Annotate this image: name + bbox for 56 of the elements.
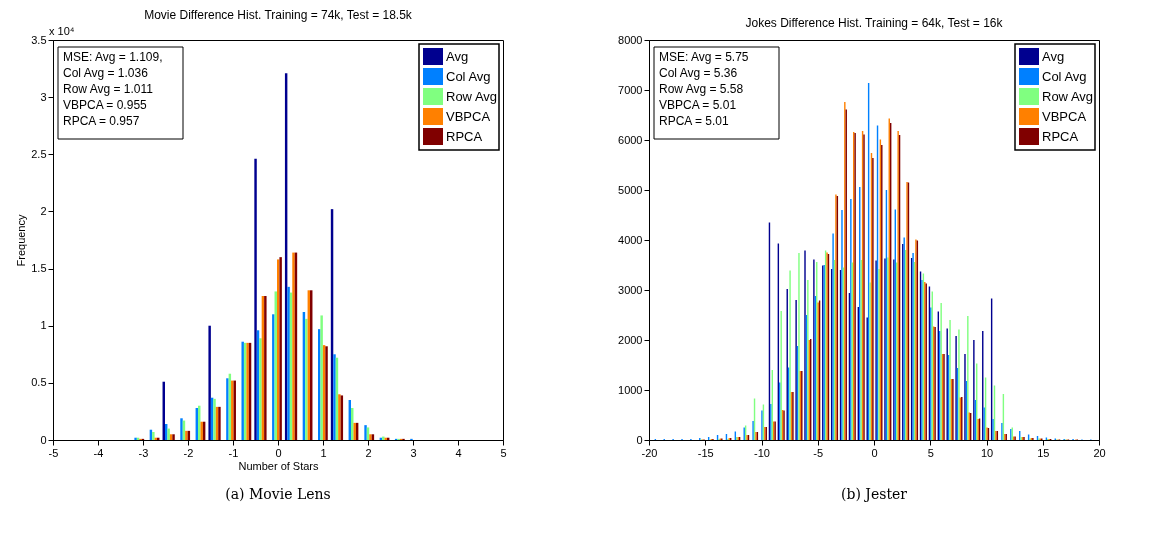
x-tick-label: -3 bbox=[138, 446, 149, 459]
x-tick-label: -5 bbox=[813, 446, 824, 459]
y-tick-label: 3000 bbox=[618, 283, 643, 296]
x-tick-label: 0 bbox=[871, 446, 878, 459]
y-tick-label: 3 bbox=[40, 90, 47, 103]
x-tick-label: 20 bbox=[1093, 446, 1106, 459]
legend-label: Avg bbox=[1042, 49, 1065, 64]
chart-title: Jokes Difference Hist. Training = 64k, Test = 16k bbox=[745, 16, 1004, 30]
y-tick-label: 1.5 bbox=[31, 262, 47, 275]
legend-label: Row Avg bbox=[1042, 89, 1094, 104]
x-tick-label: -2 bbox=[183, 446, 194, 459]
legend-label: VBPCA bbox=[1042, 109, 1087, 124]
text: (a) Movie Lens bbox=[225, 486, 331, 502]
x-tick-label: -20 bbox=[641, 446, 658, 459]
x-tick-label: -10 bbox=[754, 446, 770, 459]
x-tick-label: 1 bbox=[320, 446, 327, 459]
annotation: MSE: Avg = 5.75 Col Avg = 5.36 Row Avg = 5.58 VBPCA = 5.01 RPCA = 5.01 bbox=[659, 50, 749, 128]
x-tick-label: 5 bbox=[500, 446, 507, 459]
x-tick-label: -1 bbox=[228, 446, 239, 459]
chart-title: Movie Difference Hist. Training = 74k, Test = 18.5k bbox=[144, 8, 413, 22]
y-tick-label: 8000 bbox=[618, 33, 643, 46]
legend-label: VBPCA bbox=[446, 109, 491, 124]
y-tick-label: 2.5 bbox=[31, 147, 47, 160]
legend-label: RPCA bbox=[1042, 129, 1079, 144]
y-tick-label: 0 bbox=[40, 433, 47, 446]
text: x 10⁴ bbox=[49, 25, 75, 37]
x-tick-label: 15 bbox=[1037, 446, 1050, 459]
y-tick-label: 6000 bbox=[618, 133, 643, 146]
x-tick-label: -5 bbox=[48, 446, 59, 459]
x-tick-label: 10 bbox=[980, 446, 994, 459]
x-tick-label: 5 bbox=[927, 446, 934, 459]
y-tick-label: 4000 bbox=[618, 233, 643, 246]
y-tick-label: 3.5 bbox=[31, 33, 47, 46]
legend-label: Col Avg bbox=[446, 69, 491, 84]
x-tick-label: 2 bbox=[365, 446, 372, 459]
x-tick-label: 4 bbox=[455, 446, 462, 459]
y-tick-label: 0 bbox=[636, 433, 643, 446]
y-tick-label: 1 bbox=[40, 319, 47, 332]
y-tick-label: 5000 bbox=[618, 183, 643, 196]
y-tick-label: 0.5 bbox=[31, 376, 47, 389]
y-axis-title: Frequency bbox=[15, 214, 28, 267]
legend-label: RPCA bbox=[446, 129, 483, 144]
annotation: MSE: Avg = 1.109, Col Avg = 1.036 Row Avg = 1.011 VBPCA = 0.955 RPCA = 0.957 bbox=[63, 50, 163, 128]
x-tick-label: -4 bbox=[93, 446, 104, 459]
y-tick-label: 1000 bbox=[618, 383, 643, 396]
y-tick-label: 7000 bbox=[618, 83, 643, 96]
x-axis-title: Number of Stars bbox=[238, 459, 320, 472]
text: (b) Jester bbox=[840, 486, 908, 502]
x-tick-label: 3 bbox=[410, 446, 417, 459]
x-tick-label: -15 bbox=[697, 446, 714, 459]
legend-label: Avg bbox=[446, 49, 469, 64]
y-tick-label: 2 bbox=[40, 204, 47, 217]
legend-label: Col Avg bbox=[1042, 69, 1087, 84]
x-tick-label: 0 bbox=[275, 446, 282, 459]
y-tick-label: 2000 bbox=[618, 333, 643, 346]
legend-label: Row Avg bbox=[446, 89, 498, 104]
